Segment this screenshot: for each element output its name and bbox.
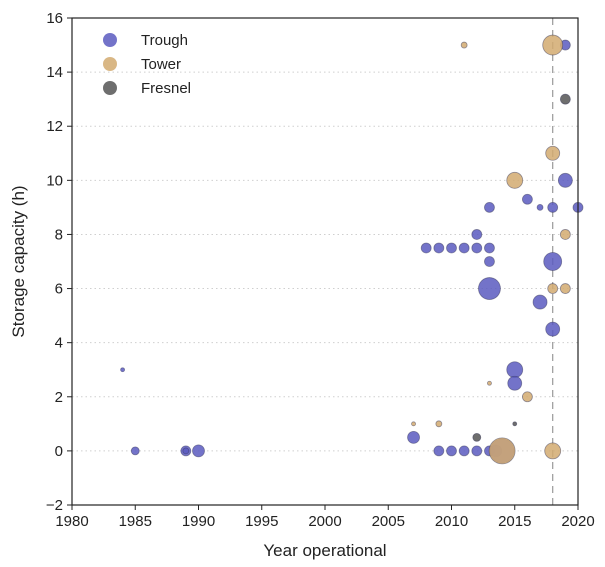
data-point-tower: [411, 421, 416, 427]
data-point-tower: [559, 229, 571, 240]
data-point-trough: [458, 242, 470, 254]
data-point-trough: [182, 447, 190, 455]
x-tick-label: 2015: [498, 513, 531, 530]
data-point-tower: [506, 171, 524, 189]
data-point-trough: [471, 445, 483, 457]
x-axis-label: Year operational: [263, 541, 386, 560]
data-point-tower: [460, 41, 468, 49]
x-tick-label: 2000: [308, 513, 341, 530]
data-point-trough: [484, 201, 495, 213]
data-point-trough: [484, 256, 495, 267]
data-point-trough: [484, 242, 495, 254]
x-tick-label: 2010: [435, 513, 468, 530]
data-point-tower: [545, 145, 561, 161]
legend-label-tower: Tower: [141, 56, 181, 73]
data-point-trough: [536, 203, 544, 211]
legend-marker-tower: [103, 57, 117, 71]
data-point-trough: [547, 201, 559, 213]
data-point-tower: [544, 442, 562, 460]
data-point-trough: [532, 294, 548, 310]
data-point-trough: [471, 242, 483, 254]
legend-marker-fresnel: [103, 81, 117, 95]
data-point-trough: [120, 367, 125, 373]
data-point-trough: [543, 252, 563, 271]
x-tick-label: 1980: [55, 513, 88, 530]
y-tick-label: 2: [55, 389, 63, 406]
y-tick-label: 16: [46, 10, 63, 27]
x-axis-ticks: 1980 1985 1990 1995 2000 2005 2010 2015 2020: [55, 505, 595, 530]
data-point-trough: [471, 229, 483, 240]
data-point-trough: [478, 277, 501, 300]
data-point-tower: [522, 391, 533, 403]
data-points: [120, 34, 584, 465]
data-point-trough: [446, 242, 457, 254]
y-axis-ticks: −2 0 2 4 6 8 10 12 14 16: [46, 10, 72, 514]
data-point-tower: [559, 283, 571, 294]
legend-label-fresnel: Fresnel: [141, 80, 191, 97]
y-axis-label: Storage capacity (h): [9, 185, 28, 337]
data-point-trough: [192, 444, 205, 458]
data-point-trough: [446, 445, 457, 457]
data-point-fresnel: [472, 432, 482, 442]
y-tick-label: −2: [46, 497, 63, 514]
legend-marker-trough: [103, 33, 117, 47]
data-point-trough: [557, 172, 573, 188]
data-point-tower: [435, 420, 443, 428]
data-point-fresnel: [559, 93, 571, 105]
data-point-tower: [488, 437, 516, 465]
x-tick-label: 1985: [119, 513, 152, 530]
y-tick-label: 0: [55, 443, 63, 460]
legend-label-trough: Trough: [141, 32, 188, 49]
data-point-trough: [407, 430, 420, 444]
data-point-trough: [433, 242, 445, 254]
data-point-trough: [420, 242, 432, 254]
data-point-trough: [507, 375, 523, 391]
x-tick-label: 1995: [245, 513, 278, 530]
data-point-trough: [545, 321, 561, 337]
y-tick-label: 4: [55, 335, 63, 352]
y-tick-label: 6: [55, 281, 63, 298]
data-point-fresnel: [512, 421, 518, 427]
data-point-trough: [130, 446, 140, 456]
data-point-trough: [458, 445, 470, 457]
x-tick-label: 2020: [561, 513, 594, 530]
y-tick-label: 8: [55, 226, 63, 243]
data-point-tower: [487, 380, 492, 386]
legend: Trough Tower Fresnel: [103, 32, 191, 97]
data-point-trough: [522, 193, 533, 205]
x-tick-label: 2005: [372, 513, 405, 530]
x-tick-label: 1990: [182, 513, 215, 530]
y-tick-label: 10: [46, 172, 63, 189]
data-point-trough: [433, 445, 445, 457]
data-point-tower: [547, 283, 559, 294]
data-point-tower: [542, 34, 564, 56]
y-tick-label: 12: [46, 118, 63, 135]
data-point-trough: [506, 361, 524, 379]
y-tick-label: 14: [46, 64, 63, 81]
